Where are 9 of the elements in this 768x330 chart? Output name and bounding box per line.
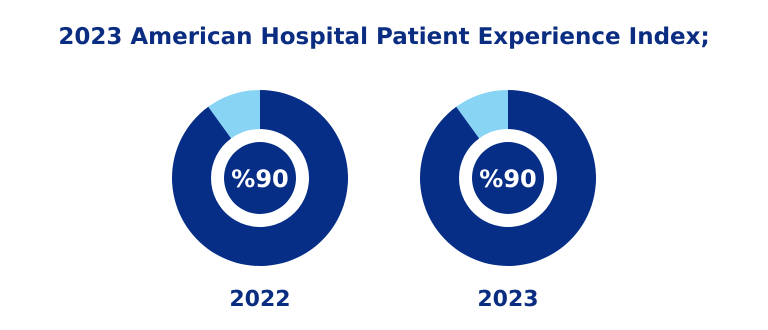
data-label: %90 bbox=[231, 165, 289, 193]
donut-slice bbox=[420, 90, 596, 266]
text: 2023 bbox=[477, 287, 539, 312]
donut-slice bbox=[172, 90, 348, 266]
donut-slice bbox=[456, 90, 508, 138]
text: 2022 bbox=[229, 287, 291, 312]
chart-title: 2023 American Hospital Patient Experience Index; bbox=[58, 24, 710, 50]
donut-slice bbox=[208, 90, 260, 138]
data-label: %90 bbox=[479, 165, 537, 193]
